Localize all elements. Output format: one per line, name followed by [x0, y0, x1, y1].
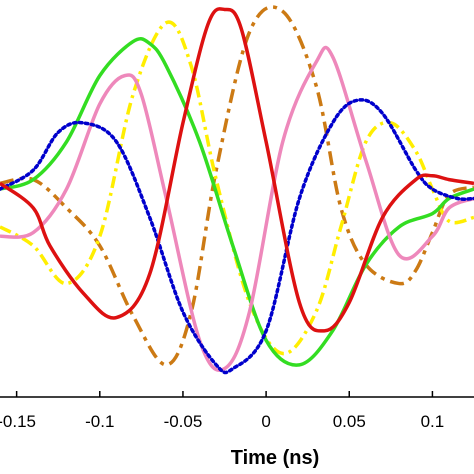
series-layer	[0, 5, 474, 375]
x-tick-label: -0.1	[85, 412, 114, 431]
x-tick-label: -0.15	[0, 412, 36, 431]
series-line-1	[0, 5, 474, 367]
series-line-6	[0, 7, 474, 333]
series-line-5	[0, 98, 474, 375]
series-line-3	[0, 37, 474, 367]
x-tick-label: -0.05	[164, 412, 203, 431]
x-tick-layer: -0.15 -0.1 -0.05 0 0.05 0.1	[0, 391, 444, 431]
series-line-4	[0, 45, 474, 372]
x-tick-label: 0.05	[333, 412, 366, 431]
x-tick-label: 0.1	[421, 412, 445, 431]
x-tick-label: 0	[261, 412, 270, 431]
x-axis-label: Time (ns)	[231, 447, 320, 469]
series-line-2	[0, 20, 474, 356]
